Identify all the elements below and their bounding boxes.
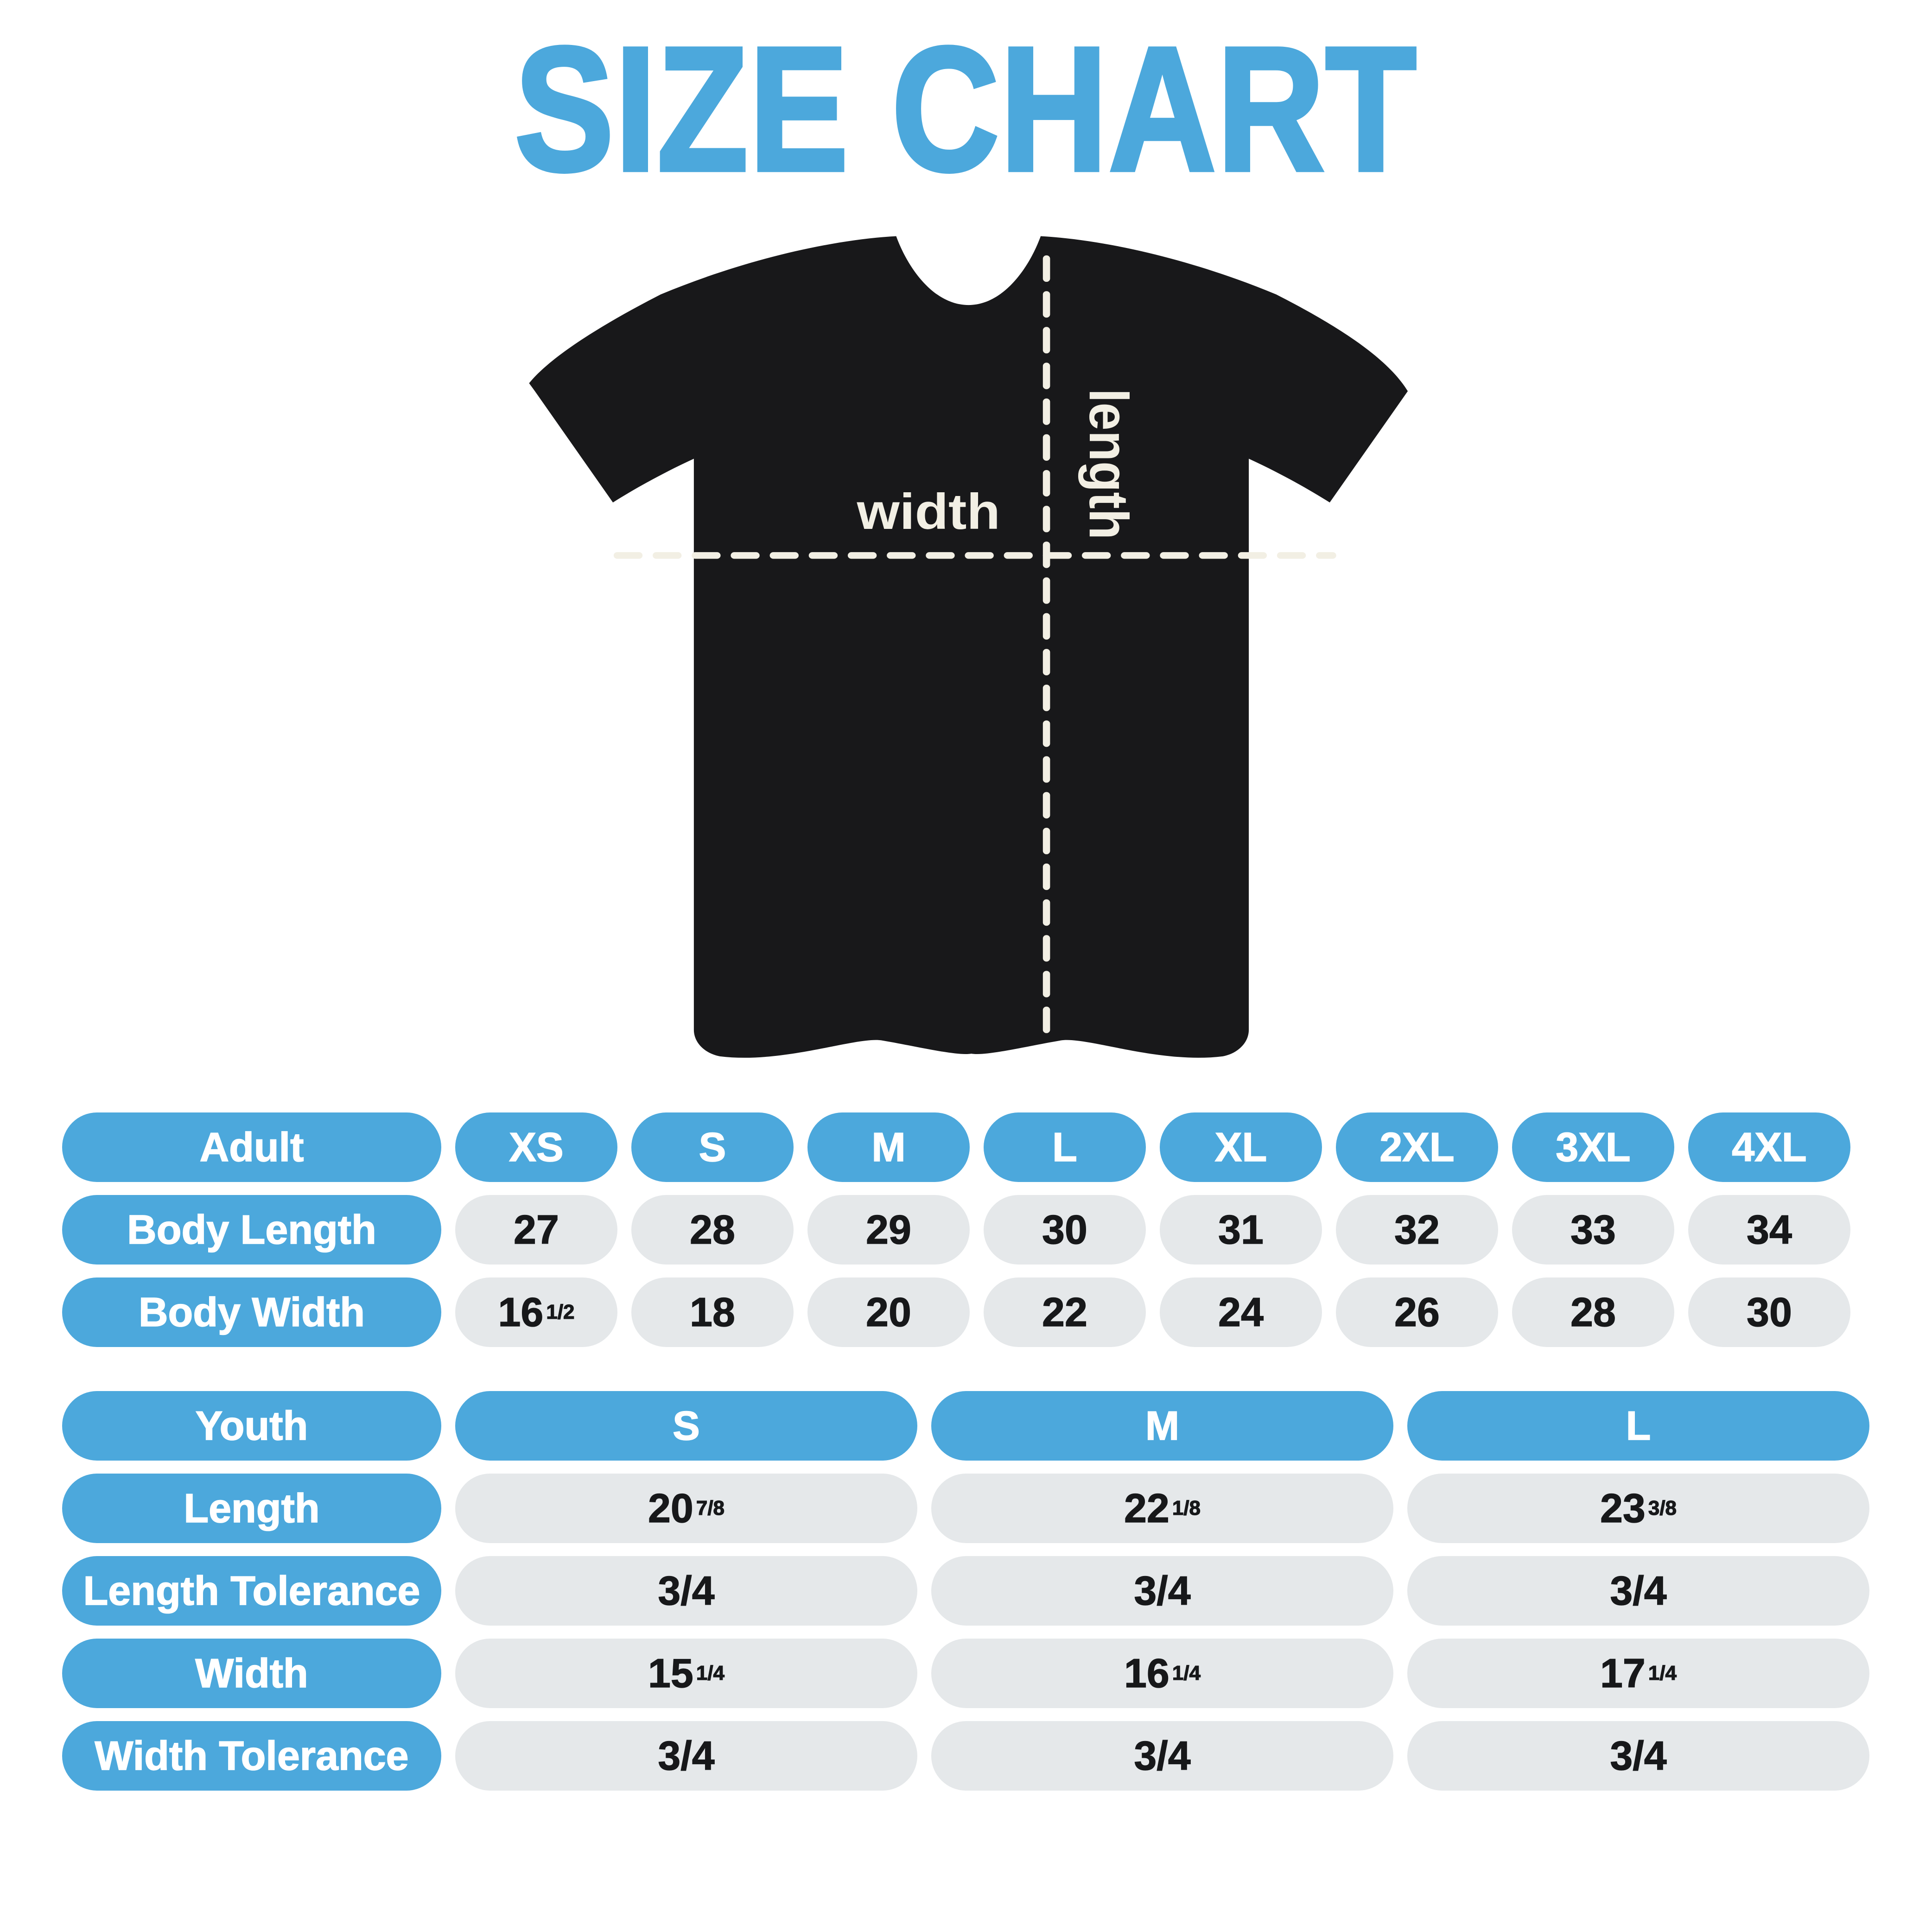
svg-text:length: length [1078, 388, 1139, 540]
svg-text:width: width [857, 484, 1000, 540]
